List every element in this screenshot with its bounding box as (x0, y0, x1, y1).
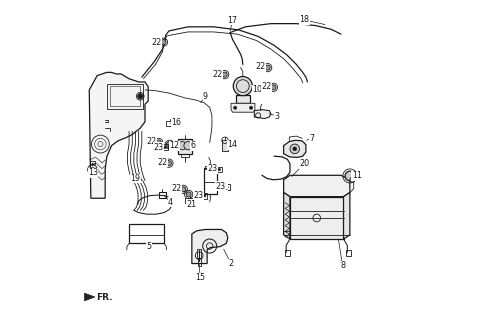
Text: 22: 22 (152, 38, 162, 47)
Bar (202, 193, 207, 198)
Text: 1: 1 (222, 183, 227, 192)
Circle shape (181, 187, 186, 192)
Circle shape (203, 195, 206, 197)
Text: 22: 22 (147, 137, 157, 146)
Circle shape (218, 168, 220, 171)
Bar (129, 224, 164, 244)
Text: 2: 2 (228, 259, 234, 268)
Bar (166, 121, 174, 125)
Text: 23: 23 (208, 164, 218, 173)
Bar (205, 166, 216, 169)
Text: FR.: FR. (96, 292, 113, 301)
Circle shape (271, 85, 276, 90)
Circle shape (184, 141, 192, 150)
Polygon shape (290, 197, 344, 239)
Circle shape (233, 76, 252, 96)
Text: 22: 22 (213, 70, 223, 79)
Text: 4: 4 (168, 197, 173, 206)
Text: 7: 7 (309, 134, 314, 143)
Circle shape (290, 144, 300, 154)
Polygon shape (283, 193, 290, 239)
Bar (224, 184, 230, 190)
Polygon shape (283, 175, 350, 197)
Polygon shape (236, 95, 250, 103)
Circle shape (186, 192, 191, 197)
Text: 14: 14 (227, 140, 237, 149)
Bar (346, 250, 351, 256)
Text: 18: 18 (299, 15, 309, 24)
Text: 23: 23 (216, 182, 226, 191)
Circle shape (234, 106, 237, 109)
Bar (222, 140, 228, 151)
Text: 8: 8 (340, 261, 345, 270)
Circle shape (156, 140, 161, 145)
Text: 17: 17 (228, 16, 238, 25)
Circle shape (350, 177, 355, 182)
Circle shape (222, 72, 227, 77)
Polygon shape (231, 103, 255, 112)
Polygon shape (283, 140, 306, 157)
Circle shape (226, 186, 228, 188)
Bar (197, 258, 201, 266)
Polygon shape (85, 293, 95, 301)
Text: 5: 5 (147, 242, 152, 251)
Text: 9: 9 (203, 92, 208, 101)
Bar (217, 167, 222, 172)
Text: 21: 21 (187, 200, 197, 209)
Circle shape (265, 65, 270, 70)
Bar (90, 161, 95, 164)
Polygon shape (254, 110, 271, 119)
Polygon shape (344, 193, 350, 239)
Text: 12: 12 (170, 141, 180, 150)
Text: 15: 15 (195, 273, 205, 282)
Circle shape (166, 141, 173, 148)
Text: 23: 23 (153, 143, 164, 152)
Text: 22: 22 (256, 62, 266, 71)
Text: 11: 11 (352, 172, 362, 180)
Circle shape (138, 94, 143, 99)
Bar (162, 144, 168, 150)
Circle shape (164, 146, 166, 148)
Circle shape (293, 147, 297, 151)
Text: 23: 23 (193, 190, 203, 200)
Circle shape (345, 171, 355, 181)
Text: 3: 3 (275, 112, 280, 121)
Circle shape (178, 141, 186, 150)
Polygon shape (178, 139, 192, 154)
Polygon shape (192, 229, 228, 264)
Circle shape (166, 161, 172, 166)
Text: 20: 20 (299, 159, 309, 168)
Text: 10: 10 (252, 85, 262, 94)
Text: 13: 13 (88, 168, 98, 177)
Bar (284, 250, 290, 256)
Text: 16: 16 (171, 118, 181, 127)
Circle shape (250, 106, 253, 109)
Text: 22: 22 (261, 82, 272, 91)
Text: 6: 6 (190, 141, 196, 150)
Text: 22: 22 (172, 184, 182, 193)
Text: 19: 19 (130, 174, 141, 183)
Circle shape (90, 167, 95, 172)
Bar (204, 168, 217, 195)
Circle shape (161, 40, 166, 45)
Bar (197, 249, 201, 258)
Bar (181, 154, 189, 157)
Polygon shape (89, 72, 148, 198)
Text: 22: 22 (157, 158, 168, 167)
